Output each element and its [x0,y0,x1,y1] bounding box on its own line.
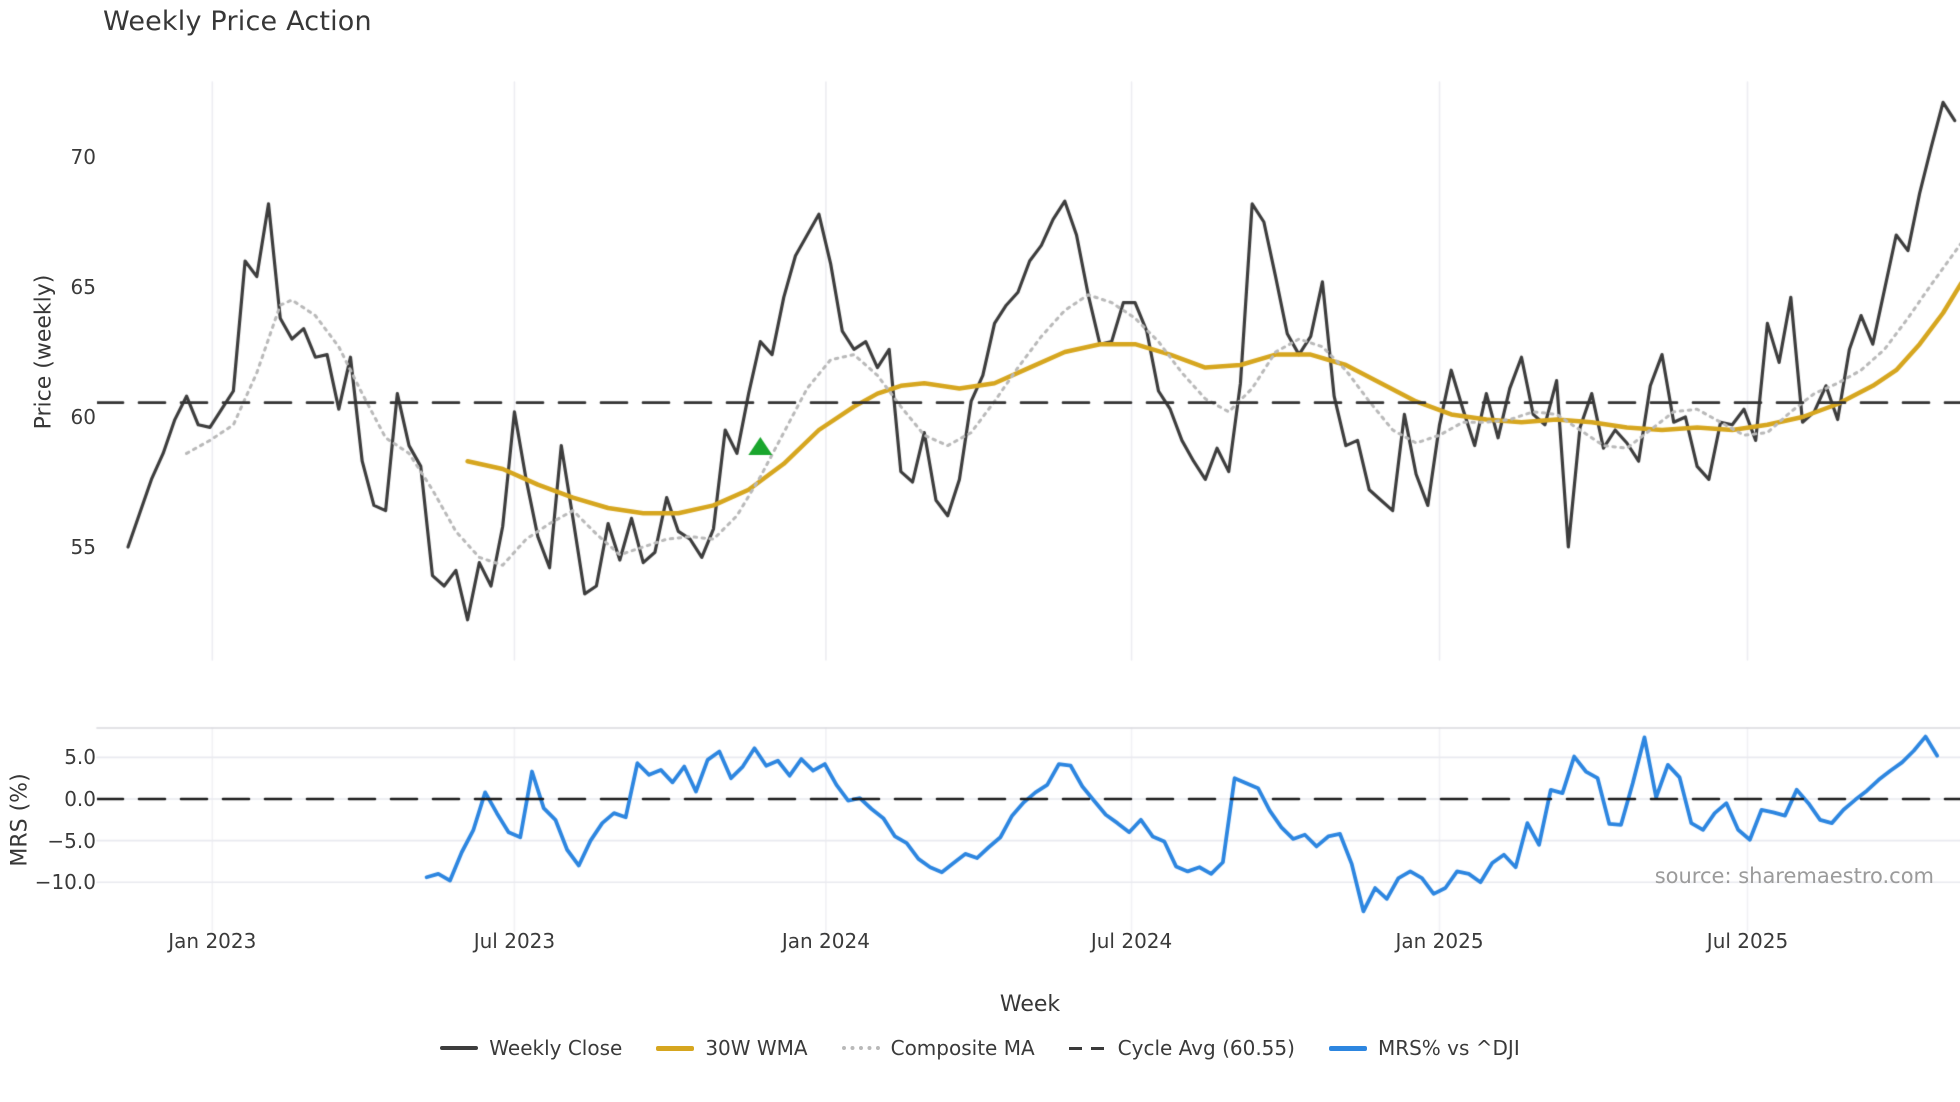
legend-item-cycle-avg: Cycle Avg (60.55) [1068,1036,1295,1060]
legend-label: Weekly Close [489,1036,623,1060]
chart-title: Weekly Price Action [103,6,372,37]
y-tick-label: 60 [70,405,96,429]
y-tick-label: −5.0 [47,828,96,853]
legend-item-composite-ma: Composite MA [841,1036,1035,1060]
x-tick-label: Jul 2023 [473,929,556,953]
legend-item-weekly-close: Weekly Close [440,1036,622,1060]
chart-legend: Weekly Close 30W WMA Composite MA Cycle … [0,1036,1960,1060]
wma-line-swatch-icon [656,1045,695,1051]
x-tick-label: Jul 2025 [1706,929,1789,953]
composite-ma-dotted-swatch-icon [841,1046,880,1050]
legend-label: 30W WMA [705,1036,808,1060]
legend-label: MRS% vs ^DJI [1377,1036,1520,1060]
y-tick-label: 65 [70,275,96,299]
y-tick-label: −10.0 [34,870,96,895]
y-tick-label: 5.0 [64,745,96,770]
x-tick-label: Jan 2025 [1395,929,1484,953]
week-axis-label: Week [999,992,1061,1017]
mrs-line-swatch-icon [1328,1045,1367,1051]
y-tick-label: 0.0 [64,787,96,811]
legend-item-mrs: MRS% vs ^DJI [1328,1036,1520,1060]
legend-label: Composite MA [890,1036,1035,1060]
y-tick-label: 55 [70,535,96,559]
source-note: source: sharemaestro.com [1654,864,1934,888]
legend-label: Cycle Avg (60.55) [1117,1036,1295,1060]
y-tick-label: 70 [70,145,96,169]
x-tick-label: Jul 2024 [1090,929,1173,953]
x-tick-label: Jan 2024 [781,929,870,953]
x-tick-label: Jan 2023 [168,929,257,953]
weekly-close-line-swatch-icon [440,1046,479,1050]
cycle-avg-dashed-swatch-icon [1068,1046,1107,1050]
legend-item-30w-wma: 30W WMA [656,1036,808,1060]
